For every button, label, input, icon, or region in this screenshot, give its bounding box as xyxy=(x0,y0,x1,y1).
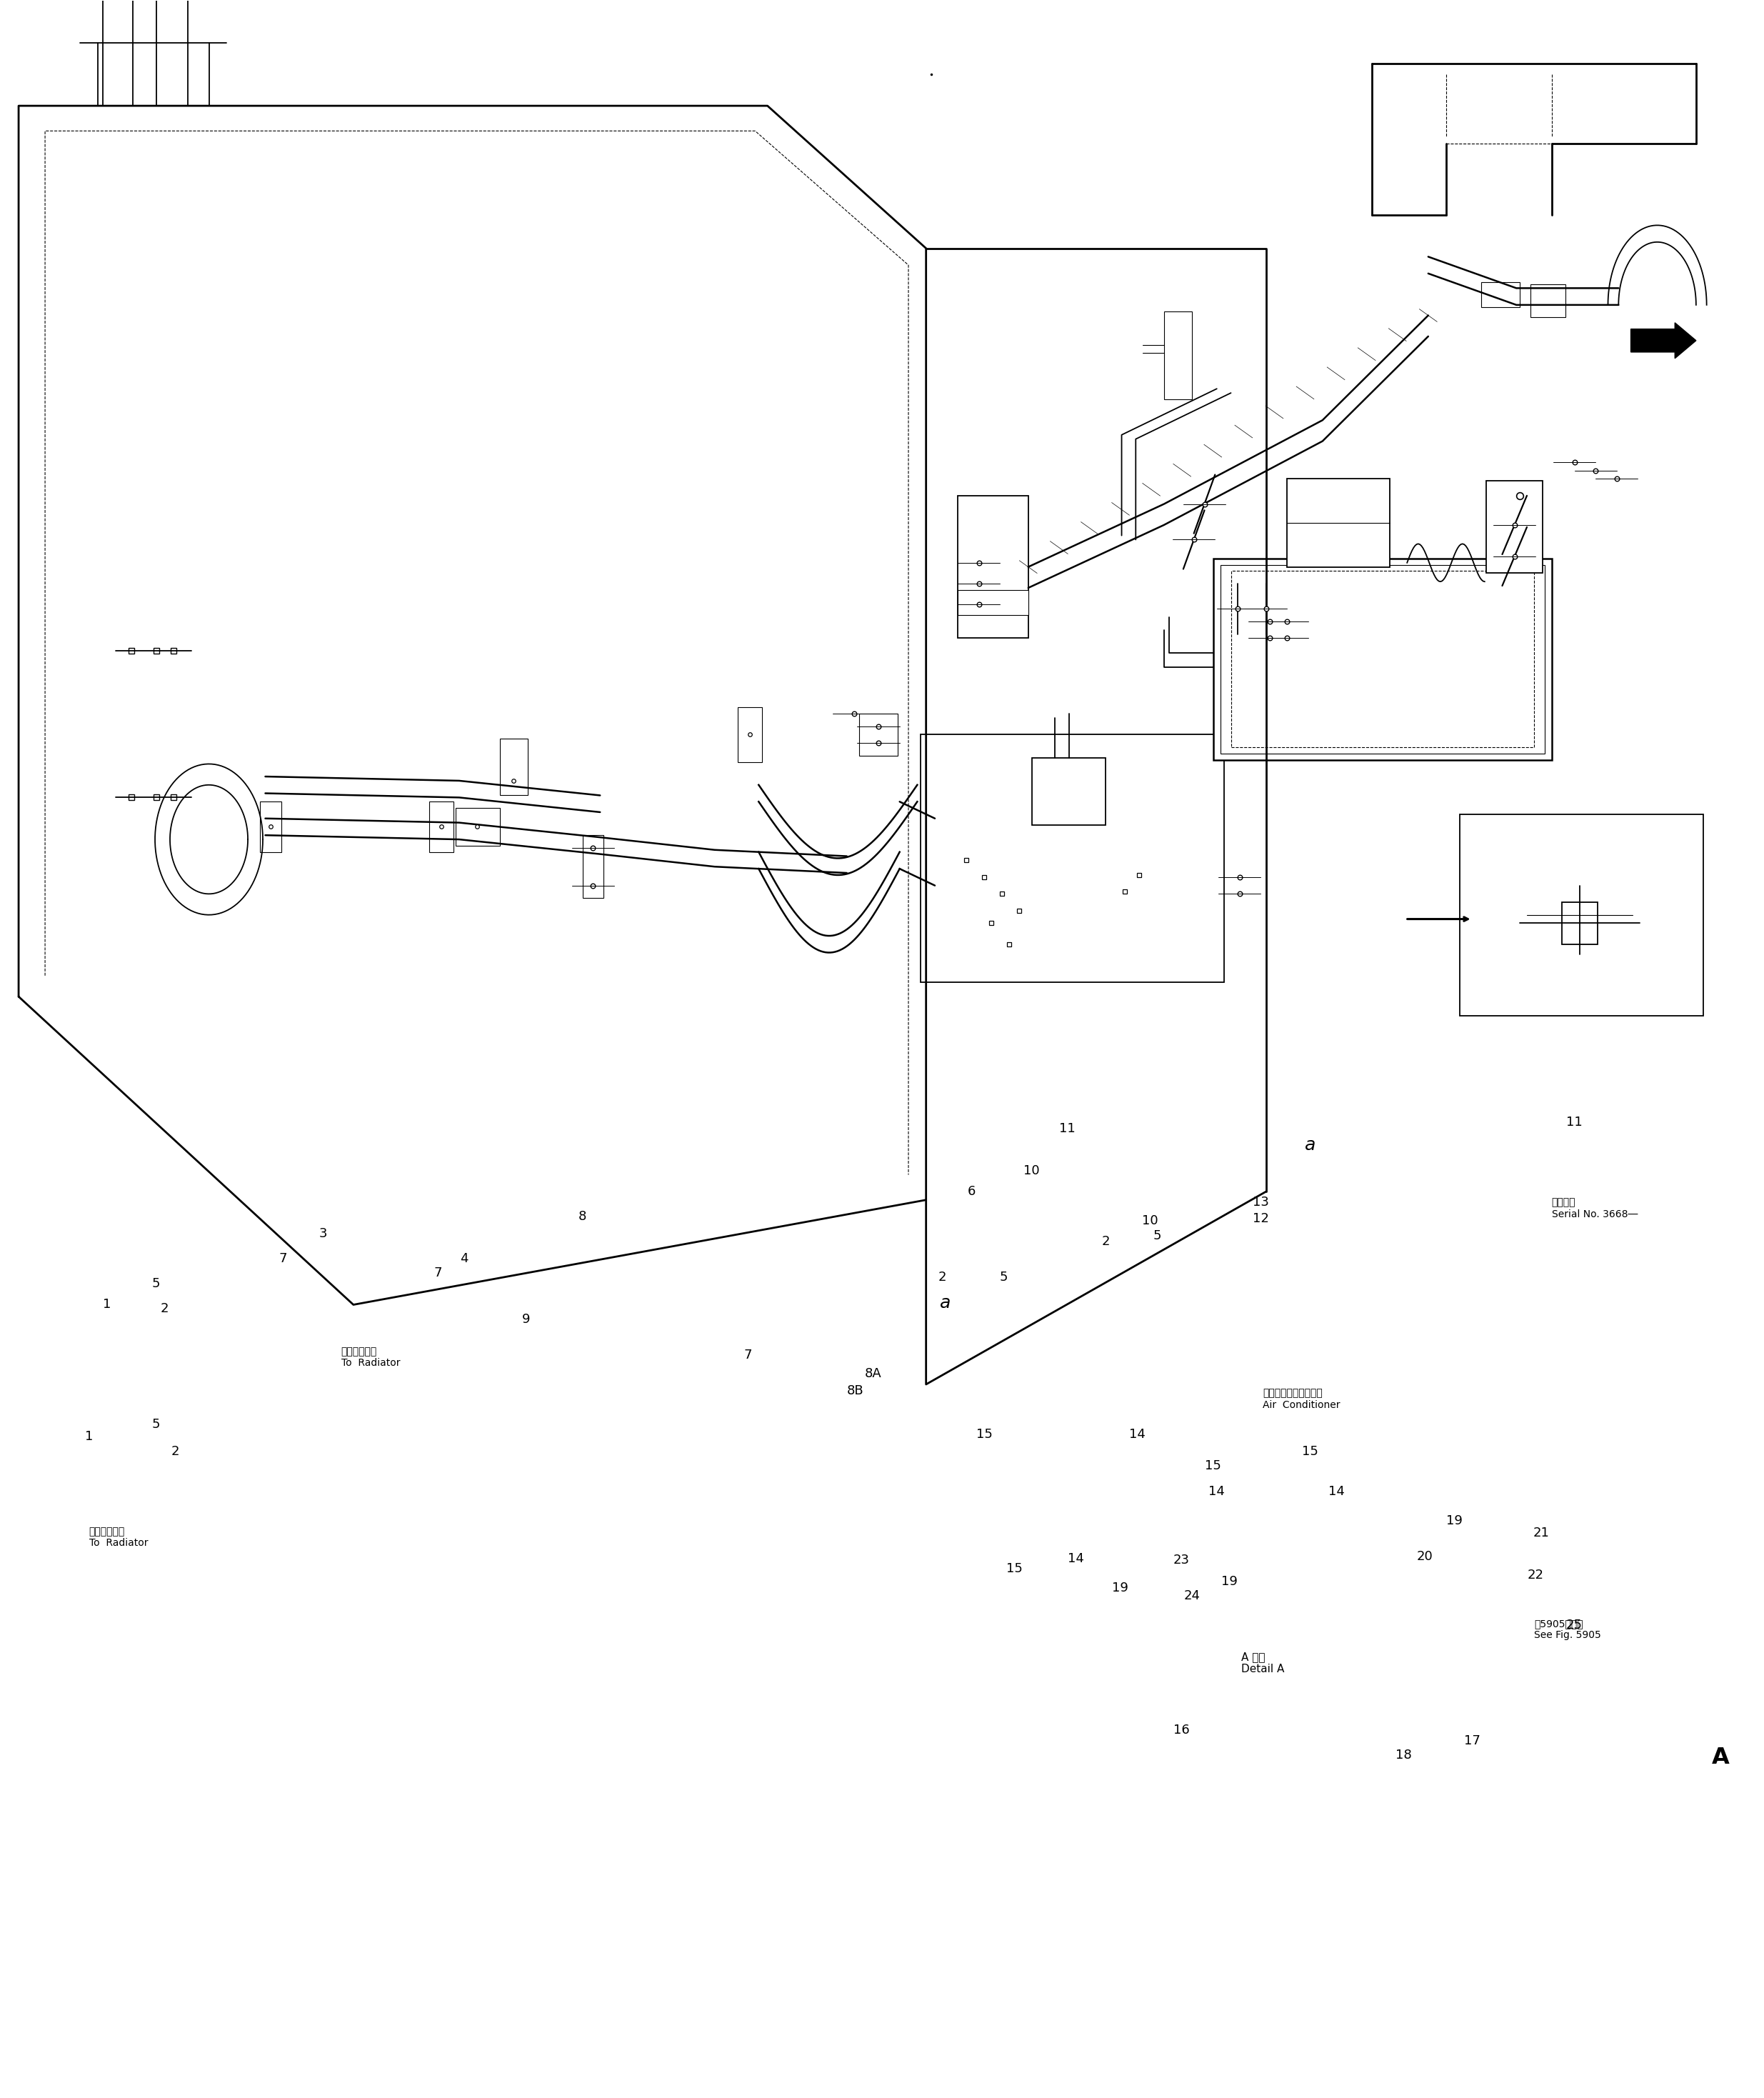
Bar xyxy=(582,835,603,898)
Text: A: A xyxy=(1711,1746,1729,1769)
Bar xyxy=(1221,564,1545,753)
Bar xyxy=(737,707,762,762)
Bar xyxy=(259,801,280,852)
Text: 8: 8 xyxy=(579,1211,586,1223)
Text: A 詳細
Detail A: A 詳細 Detail A xyxy=(1242,1651,1284,1674)
Text: 24: 24 xyxy=(1184,1590,1200,1603)
Bar xyxy=(921,734,1224,982)
Text: 7: 7 xyxy=(744,1349,751,1362)
Text: 19: 19 xyxy=(1221,1576,1237,1588)
Text: 15: 15 xyxy=(1005,1563,1023,1576)
Text: 14: 14 xyxy=(1067,1553,1085,1565)
Text: 22: 22 xyxy=(1528,1569,1544,1582)
Text: 11: 11 xyxy=(1566,1116,1582,1129)
Bar xyxy=(859,713,898,755)
Text: 13: 13 xyxy=(1252,1196,1268,1208)
Text: 10: 10 xyxy=(1023,1164,1039,1177)
FancyArrow shape xyxy=(1632,323,1695,359)
Bar xyxy=(1288,478,1390,566)
Text: 9: 9 xyxy=(522,1313,531,1326)
Bar xyxy=(455,808,499,845)
Text: 14: 14 xyxy=(1328,1485,1344,1498)
Text: a: a xyxy=(1305,1137,1316,1154)
Text: 23: 23 xyxy=(1173,1555,1189,1567)
Text: 8B: 8B xyxy=(847,1385,864,1397)
Text: 2: 2 xyxy=(1102,1236,1110,1248)
Bar xyxy=(1461,814,1702,1015)
Text: 21: 21 xyxy=(1533,1527,1549,1540)
Text: ラジエータへ
To  Radiator: ラジエータへ To Radiator xyxy=(340,1347,400,1368)
Text: 2: 2 xyxy=(938,1271,946,1284)
Text: 19: 19 xyxy=(1446,1515,1462,1527)
Text: 1: 1 xyxy=(85,1431,93,1443)
Text: 1: 1 xyxy=(102,1299,111,1311)
Text: 3: 3 xyxy=(319,1227,328,1240)
Text: 2: 2 xyxy=(161,1303,169,1315)
Bar xyxy=(1231,571,1535,747)
Bar xyxy=(958,495,1028,638)
Bar xyxy=(1482,281,1521,306)
Bar xyxy=(1531,283,1566,317)
Text: ラジエータへ
To  Radiator: ラジエータへ To Radiator xyxy=(90,1527,148,1548)
Bar xyxy=(1563,902,1598,944)
Text: 10: 10 xyxy=(1141,1215,1157,1227)
Bar xyxy=(1032,757,1106,825)
Text: 2: 2 xyxy=(171,1446,180,1458)
Text: 14: 14 xyxy=(1129,1429,1145,1441)
Text: 15: 15 xyxy=(1302,1446,1318,1458)
Text: 第5905図参照
See Fig. 5905: 第5905図参照 See Fig. 5905 xyxy=(1535,1620,1602,1641)
Text: a: a xyxy=(940,1294,951,1311)
Bar xyxy=(1164,311,1192,399)
Bar xyxy=(1487,480,1544,573)
Text: 16: 16 xyxy=(1173,1725,1189,1737)
Text: 8A: 8A xyxy=(864,1368,882,1380)
Text: 18: 18 xyxy=(1395,1750,1411,1762)
Text: 20: 20 xyxy=(1416,1550,1432,1563)
Bar xyxy=(499,738,527,795)
Text: エアーコンディショナ
Air  Conditioner: エアーコンディショナ Air Conditioner xyxy=(1263,1389,1341,1410)
Text: 14: 14 xyxy=(1208,1485,1224,1498)
Bar xyxy=(429,801,453,852)
Text: 15: 15 xyxy=(1205,1460,1221,1473)
Text: 15: 15 xyxy=(975,1429,993,1441)
Text: 19: 19 xyxy=(1111,1582,1127,1594)
Text: 5: 5 xyxy=(152,1418,161,1431)
Text: 12: 12 xyxy=(1252,1213,1268,1225)
Bar xyxy=(958,590,1028,615)
Text: 11: 11 xyxy=(1058,1122,1074,1135)
Text: 適用号桃
Serial No. 3668―: 適用号桃 Serial No. 3668― xyxy=(1552,1198,1637,1219)
Text: 7: 7 xyxy=(279,1253,288,1265)
Text: 7: 7 xyxy=(434,1267,443,1280)
Text: 17: 17 xyxy=(1464,1735,1480,1748)
Text: 6: 6 xyxy=(968,1185,975,1198)
Text: 25: 25 xyxy=(1566,1620,1582,1632)
Bar xyxy=(1214,558,1552,759)
Text: 5: 5 xyxy=(1000,1271,1007,1284)
Text: 4: 4 xyxy=(460,1253,469,1265)
Text: 5: 5 xyxy=(1152,1229,1161,1242)
Text: 5: 5 xyxy=(152,1278,161,1290)
